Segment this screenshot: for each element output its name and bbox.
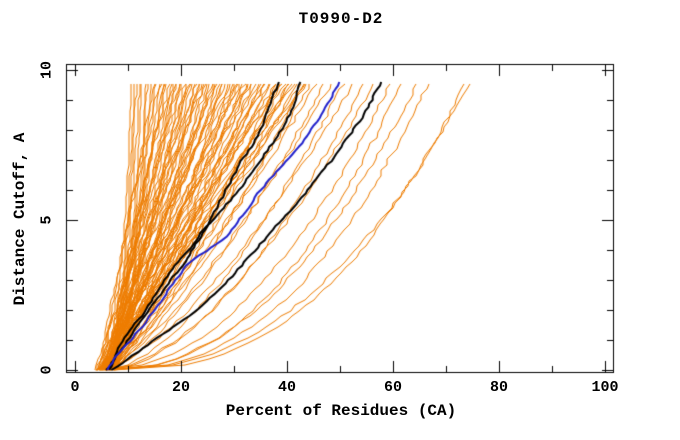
x-tick-label-60: 60 bbox=[383, 379, 403, 396]
x-tick-label-100: 100 bbox=[591, 379, 619, 396]
x-tick-label-20: 20 bbox=[171, 379, 191, 396]
y-tick-label-5: 5 bbox=[38, 215, 56, 225]
y-axis-label: Distance Cutoff, A bbox=[11, 132, 29, 306]
x-tick-label-0: 0 bbox=[70, 379, 80, 396]
x-tick-label-40: 40 bbox=[277, 379, 297, 396]
x-axis-label: Percent of Residues (CA) bbox=[225, 402, 457, 420]
y-tick-label-0: 0 bbox=[38, 365, 56, 375]
plot-title: T0990-D2 bbox=[298, 10, 384, 28]
x-tick-label-80: 80 bbox=[489, 379, 509, 396]
y-tick-label-10: 10 bbox=[38, 60, 56, 80]
